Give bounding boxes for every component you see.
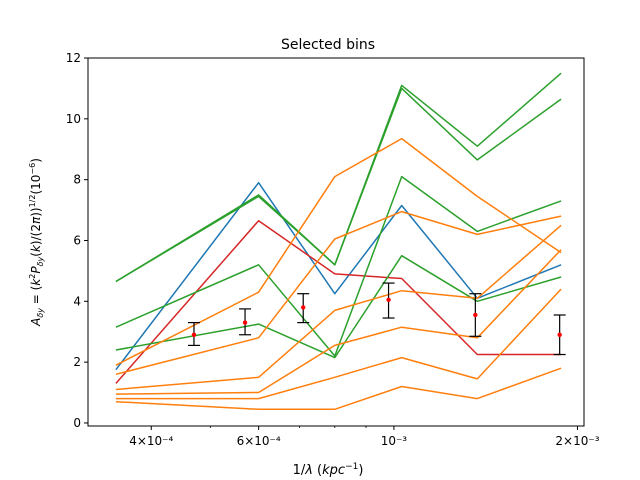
x-axis: 4×10⁻⁴ 6×10⁻⁴ 10⁻³ 2×10⁻³ (129, 426, 600, 448)
series-line-6 (115, 254, 562, 359)
tick-label: 2 (73, 355, 81, 369)
y-axis-title: Aδy = (k2Pδy(k)/(2π))1/2(10−6) (28, 158, 45, 327)
errorbar-marker (242, 320, 248, 325)
errorbar-marker (557, 332, 562, 337)
errorbar-2 (239, 308, 252, 336)
series-line-11 (115, 288, 562, 400)
tick-label: 6×10⁻⁴ (237, 434, 281, 448)
series-line-9 (115, 224, 562, 391)
tick-label: 4 (73, 294, 81, 308)
tick-label: 10⁻³ (381, 434, 408, 448)
series-line-8 (115, 210, 562, 376)
errorbar-marker (473, 312, 478, 318)
series-line-1 (115, 181, 562, 371)
errorbar-3 (297, 293, 310, 324)
errorbar-marker (301, 305, 306, 310)
errorbar-marker (191, 332, 197, 337)
errorbar-marker (386, 297, 391, 302)
errorbar-1 (187, 321, 200, 347)
tick-label: 6 (73, 233, 81, 247)
series-line-7 (115, 137, 562, 366)
errorbar-6 (553, 314, 566, 356)
chart-title: Selected bins (281, 37, 375, 53)
plot-frame (87, 57, 585, 427)
series-line-10 (115, 249, 562, 395)
y-axis: 0 2 4 6 8 10 12 (66, 51, 88, 430)
series-line-2 (115, 219, 562, 384)
series-line-5 (115, 175, 562, 357)
errorbar-layer (187, 282, 566, 356)
tick-label: 10 (66, 112, 81, 126)
tick-label: 8 (73, 173, 81, 187)
errorbar-5 (469, 293, 482, 337)
series-line-12 (115, 367, 562, 411)
series-layer (115, 72, 562, 411)
tick-label: 4×10⁻⁴ (129, 434, 173, 448)
tick-label: 12 (66, 51, 81, 65)
tick-label: 0 (73, 416, 81, 430)
tick-label: 2×10⁻³ (555, 434, 599, 448)
series-line-4 (115, 87, 562, 283)
errorbar-4 (382, 282, 395, 319)
